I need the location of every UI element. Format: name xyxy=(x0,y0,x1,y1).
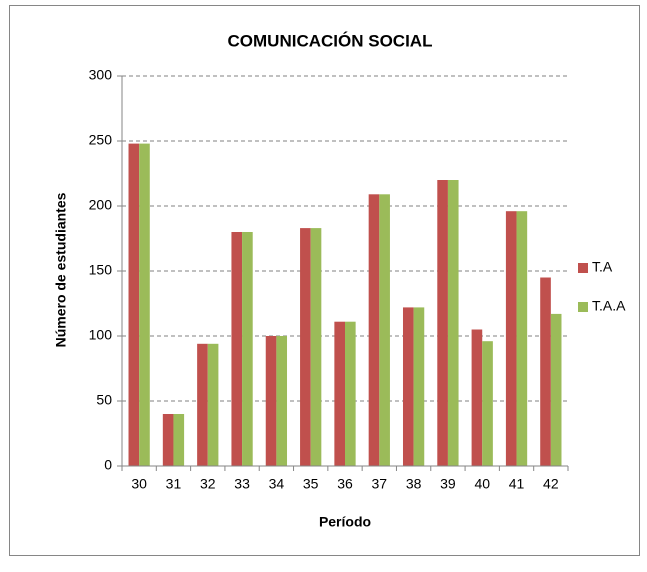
x-tick-label: 32 xyxy=(200,476,216,492)
bar xyxy=(242,232,253,466)
y-axis-label: Número de estudiantes xyxy=(53,192,69,347)
legend-swatch xyxy=(578,263,588,273)
bar xyxy=(276,336,288,466)
bar xyxy=(368,194,380,467)
chart-border xyxy=(9,5,640,556)
x-tick-label: 35 xyxy=(303,476,319,492)
legend-label: T.A.A xyxy=(592,298,626,314)
bar xyxy=(402,307,414,466)
bar xyxy=(447,180,459,466)
bar xyxy=(505,211,517,466)
x-tick-label: 40 xyxy=(474,476,490,492)
y-tick-label: 0 xyxy=(104,457,112,473)
chart-title: COMUNICACIÓN SOCIAL xyxy=(228,31,433,50)
y-tick-label: 150 xyxy=(89,262,113,278)
x-tick-label: 41 xyxy=(509,476,525,492)
bar xyxy=(471,329,483,466)
x-tick-label: 39 xyxy=(440,476,456,492)
bar xyxy=(482,341,493,466)
x-tick-label: 30 xyxy=(131,476,147,492)
x-tick-label: 42 xyxy=(543,476,559,492)
legend-swatch xyxy=(578,302,588,312)
y-tick-label: 50 xyxy=(96,392,112,408)
x-axis-label: Período xyxy=(319,514,371,530)
x-tick-label: 36 xyxy=(337,476,353,492)
bar xyxy=(207,343,219,466)
y-tick-label: 100 xyxy=(89,327,113,343)
bar xyxy=(310,228,322,466)
bar xyxy=(173,414,185,466)
bar xyxy=(345,321,356,466)
bar xyxy=(550,313,562,466)
y-tick-label: 250 xyxy=(89,132,113,148)
bar xyxy=(139,143,150,466)
bar xyxy=(300,228,311,466)
x-tick-label: 34 xyxy=(269,476,285,492)
bar xyxy=(128,143,140,466)
bar xyxy=(413,307,425,466)
legend-label: T.A xyxy=(592,259,613,275)
y-tick-label: 200 xyxy=(89,197,113,213)
x-tick-label: 31 xyxy=(166,476,182,492)
bar xyxy=(379,194,390,467)
bar xyxy=(437,180,448,466)
bar xyxy=(516,211,528,466)
bar xyxy=(197,343,208,466)
x-tick-label: 37 xyxy=(372,476,388,492)
bar xyxy=(162,414,174,466)
x-tick-label: 33 xyxy=(234,476,250,492)
bar xyxy=(265,336,277,466)
x-tick-label: 38 xyxy=(406,476,422,492)
bar xyxy=(334,321,345,466)
bar xyxy=(231,232,243,466)
bar xyxy=(540,277,551,466)
y-tick-label: 300 xyxy=(89,67,113,83)
